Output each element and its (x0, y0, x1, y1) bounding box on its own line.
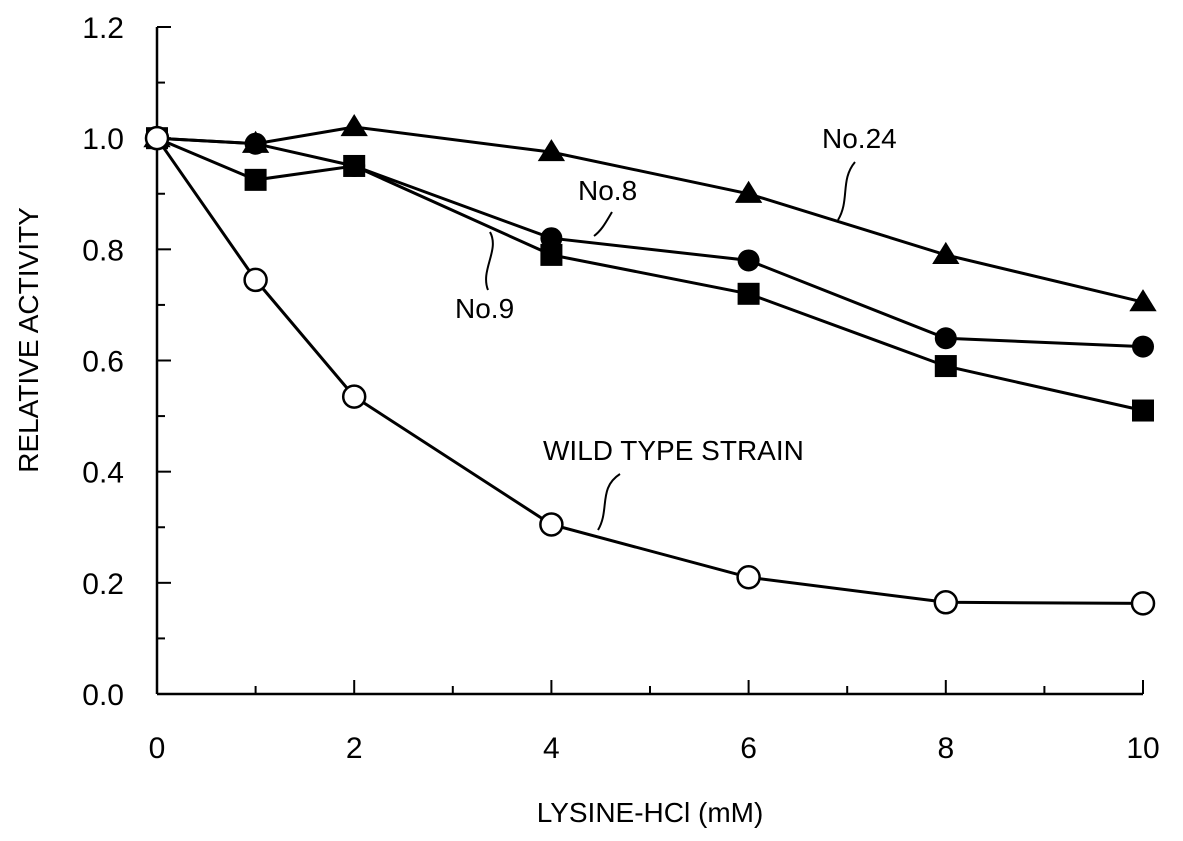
y-tick-label: 0.8 (82, 234, 124, 267)
x-tick-label: 10 (1126, 732, 1159, 765)
data-point-no-9 (1132, 399, 1154, 422)
y-tick-label: 0.0 (82, 679, 124, 712)
series-leader-wild-type-strain (597, 473, 621, 531)
x-tick-label: 0 (149, 732, 166, 765)
y-tick-label: 1.0 (82, 123, 124, 156)
data-point-wild-type-strain (539, 512, 564, 537)
series-leader-no-24 (837, 161, 856, 221)
data-point-wild-type-strain (243, 267, 268, 293)
data-point-no-8 (540, 227, 563, 250)
data-point-no-9 (934, 355, 957, 378)
series-line-no-8 (156, 136, 1144, 349)
x-tick-label: 2 (346, 732, 363, 765)
x-tick-label: 6 (740, 732, 757, 765)
series-markers (143, 114, 1157, 616)
data-point-wild-type-strain (341, 384, 367, 409)
data-point-no-24 (340, 114, 368, 137)
data-point-no-24 (734, 180, 763, 203)
series-leader-no-8 (593, 211, 613, 237)
series-line-no-9 (156, 136, 1144, 412)
series-lines (155, 125, 1144, 605)
series-label-wild-type-strain: WILD TYPE STRAIN (543, 435, 804, 466)
data-point-wild-type-strain (933, 590, 959, 615)
data-point-no-24 (1129, 289, 1157, 312)
series-label-no-9: No.9 (455, 293, 514, 324)
y-tick-label: 0.6 (82, 346, 124, 379)
data-point-wild-type-strain (736, 565, 761, 590)
axes: 0 2 4 6 8 10 0.0 0.2 0.4 0.6 0.8 1.0 1.2 (82, 12, 1159, 765)
data-point-no-9 (737, 282, 760, 305)
data-point-no-24 (537, 139, 566, 162)
series-callouts: No.24 No.8 No.9 WILD TYPE STRAIN (455, 123, 897, 531)
data-point-no-8 (1132, 335, 1154, 358)
y-tick-label: 1.2 (82, 12, 124, 45)
data-point-wild-type-strain (1130, 591, 1156, 616)
data-point-no-9 (343, 154, 366, 177)
series-leader-no-9 (485, 231, 494, 291)
data-point-no-24 (932, 241, 960, 264)
data-point-no-9 (540, 243, 563, 266)
x-axis-label: LYSINE-HCl (mM) (537, 797, 764, 828)
data-point-no-8 (244, 132, 267, 155)
data-point-no-8 (934, 327, 957, 350)
data-point-no-9 (244, 168, 267, 191)
series-label-no-24: No.24 (822, 123, 897, 154)
x-tick-label: 4 (543, 732, 560, 765)
y-tick-label: 0.2 (82, 568, 124, 601)
series-line-wild-type-strain (155, 137, 1144, 605)
data-point-wild-type-strain (144, 125, 170, 151)
y-axis-label: RELATIVE ACTIVITY (13, 207, 44, 473)
series-label-no-8: No.8 (578, 175, 637, 206)
y-tick-label: 0.4 (82, 457, 124, 490)
x-tick-label: 8 (937, 732, 954, 765)
data-point-no-8 (737, 249, 760, 272)
